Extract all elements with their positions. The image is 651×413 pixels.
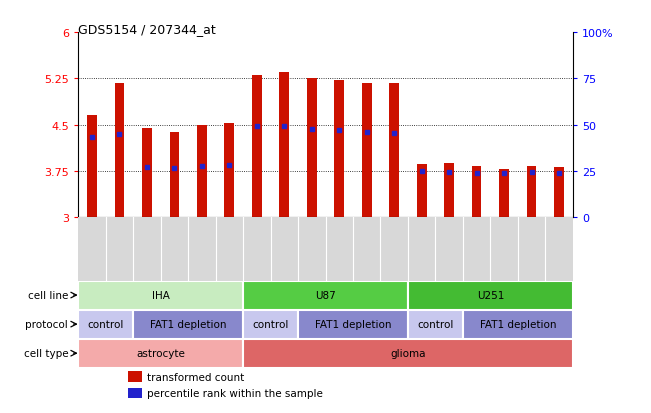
Bar: [115, 83, 124, 218]
Text: glioma: glioma: [390, 348, 426, 358]
Text: FAT1 depletion: FAT1 depletion: [480, 319, 556, 329]
Text: FAT1 depletion: FAT1 depletion: [150, 319, 227, 329]
Bar: [243, 339, 573, 368]
Bar: [417, 165, 426, 218]
Text: control: control: [417, 319, 454, 329]
Text: transformed count: transformed count: [147, 372, 245, 382]
Bar: [554, 167, 564, 218]
Text: control: control: [253, 319, 288, 329]
Bar: [128, 372, 143, 382]
Bar: [87, 116, 96, 218]
Bar: [243, 310, 298, 339]
Bar: [279, 73, 289, 218]
Text: astrocyte: astrocyte: [136, 348, 185, 358]
Bar: [298, 310, 408, 339]
Bar: [133, 310, 243, 339]
Bar: [463, 310, 573, 339]
Text: U251: U251: [477, 290, 504, 300]
Bar: [445, 164, 454, 218]
Bar: [78, 281, 243, 310]
Bar: [408, 310, 463, 339]
Text: cell type: cell type: [23, 348, 68, 358]
Text: cell line: cell line: [28, 290, 68, 300]
Bar: [78, 310, 133, 339]
Bar: [169, 133, 179, 218]
Bar: [527, 166, 536, 218]
Bar: [499, 170, 509, 218]
Text: U87: U87: [315, 290, 336, 300]
Bar: [78, 339, 243, 368]
Text: control: control: [87, 319, 124, 329]
Text: GDS5154 / 207344_at: GDS5154 / 207344_at: [78, 23, 216, 36]
Bar: [389, 83, 399, 218]
Text: IHA: IHA: [152, 290, 169, 300]
Text: FAT1 depletion: FAT1 depletion: [314, 319, 391, 329]
Text: protocol: protocol: [25, 319, 68, 329]
Bar: [128, 388, 143, 399]
Text: percentile rank within the sample: percentile rank within the sample: [147, 388, 324, 398]
Bar: [408, 281, 573, 310]
Bar: [243, 281, 408, 310]
Bar: [472, 166, 482, 218]
Bar: [225, 123, 234, 218]
Bar: [362, 84, 372, 218]
Bar: [252, 76, 262, 218]
Bar: [307, 79, 316, 218]
Bar: [197, 125, 206, 218]
Bar: [142, 128, 152, 218]
Bar: [335, 81, 344, 218]
